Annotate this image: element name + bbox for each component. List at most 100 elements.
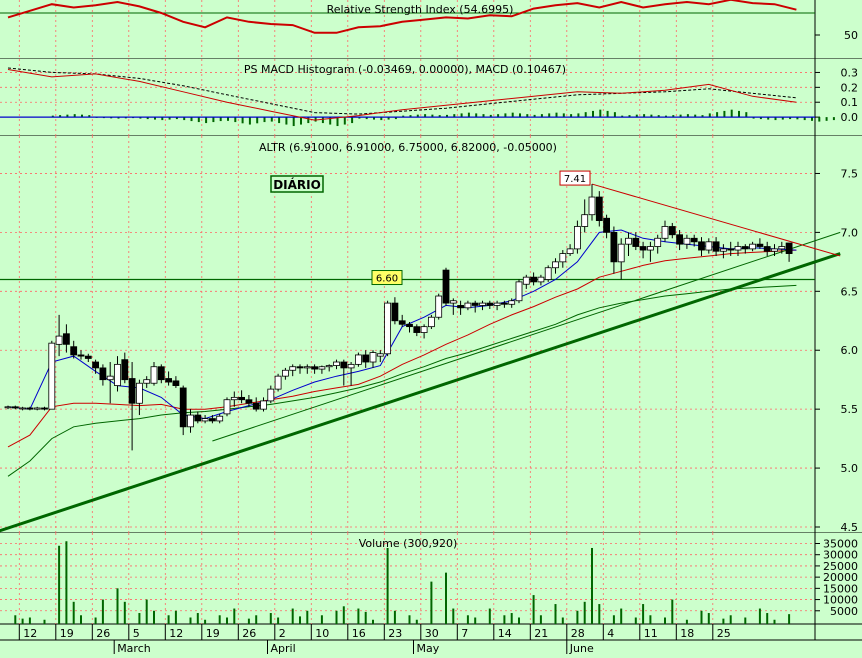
resistance-line [591, 183, 841, 257]
candle-body [150, 366, 158, 384]
day-tick-label: 23 [388, 627, 402, 640]
month-tick-label: May [417, 642, 440, 654]
timeframe-badge-box [270, 175, 324, 193]
candle-body [281, 369, 289, 377]
value-tick-label: 25000 [823, 560, 858, 573]
day-tick-label: 5 [133, 627, 140, 640]
candle-body [661, 226, 669, 239]
candle-body [668, 226, 676, 236]
candle-body [172, 380, 180, 386]
candle-body [245, 399, 253, 404]
day-tick-label: 26 [242, 627, 256, 640]
candle-body [479, 302, 486, 306]
candle-body [33, 407, 41, 410]
candle-body [486, 302, 494, 306]
candle-body [705, 241, 713, 251]
month-tick-label: March [117, 642, 151, 654]
day-tick-label: 12 [23, 627, 37, 640]
timeframe-badge: DIÁRIO [273, 177, 321, 192]
value-tick-label: 10000 [823, 594, 858, 607]
candle-body [201, 418, 209, 422]
candle-body [588, 196, 596, 216]
candle-body [70, 346, 78, 356]
candle-body [522, 276, 530, 285]
day-tick-label: 18 [680, 627, 694, 640]
candle-body [19, 407, 27, 410]
candle-body [369, 352, 377, 363]
candle-body [92, 361, 99, 369]
candle-body [493, 302, 501, 306]
candle-body [595, 196, 603, 221]
candle-body [296, 366, 304, 369]
candle-body [55, 335, 63, 345]
macd-title: PS MACD Histogram (-0.03469, 0.00000), M… [244, 63, 566, 76]
candle-body [238, 396, 246, 401]
candle-body [406, 323, 413, 328]
day-tick-label: 30 [425, 627, 439, 640]
candle-body [508, 300, 516, 305]
candle-body [340, 361, 348, 369]
day-tick-label: 25 [717, 627, 731, 640]
candle-body [727, 248, 735, 251]
candle-body [106, 375, 114, 381]
peak-label-box [559, 170, 591, 186]
value-tick-label: 5.5 [841, 403, 859, 416]
candle-body [11, 406, 19, 409]
candle-body [574, 226, 581, 250]
candle-body [471, 302, 479, 306]
candle-body [763, 246, 771, 252]
day-tick-label: 11 [644, 627, 658, 640]
candle-body [318, 366, 326, 370]
value-tick-label: 6.5 [841, 285, 859, 298]
candle-body [617, 243, 625, 263]
candle-body [135, 382, 143, 404]
horizontal-line-label-box [371, 270, 403, 286]
candle-body [559, 253, 567, 263]
day-tick-label: 21 [534, 627, 548, 640]
month-tick-label: April [271, 642, 296, 654]
horizontal-line-label: 6.60 [376, 274, 398, 285]
candle-body [500, 302, 508, 305]
value-tick-label: 0.3 [841, 66, 859, 79]
candle-body [143, 379, 151, 384]
price-title: ALTR (6.91000, 6.91000, 6.75000, 6.82000… [259, 141, 557, 154]
candle-body [347, 363, 355, 369]
panel-background-0 [0, 0, 862, 59]
value-tick-label: 30000 [823, 549, 858, 562]
candle-body [376, 353, 384, 357]
day-tick-label: 7 [461, 627, 468, 640]
candle-body [654, 237, 662, 247]
month-tick-label: June [569, 642, 594, 654]
value-tick-label: 50 [844, 29, 858, 42]
candle-body [398, 320, 406, 325]
candle-body [333, 361, 340, 366]
uptrend-line [0, 252, 841, 533]
candle-body [566, 248, 574, 254]
candle-body [610, 231, 618, 263]
candle-body [530, 276, 537, 283]
value-tick-label: 35000 [823, 537, 858, 550]
candle-body [515, 281, 523, 302]
candle-body [354, 354, 362, 365]
candle-body [384, 302, 392, 355]
candle-body [427, 316, 435, 328]
candle-body [720, 248, 727, 252]
macd-signal-line [7, 67, 797, 115]
candle-body [544, 267, 552, 280]
candle-body [442, 269, 450, 304]
candle-body [260, 400, 267, 410]
candle-body [698, 241, 705, 251]
candle-body [435, 295, 443, 318]
candle-body [420, 326, 428, 333]
volume-title: Volume (300,920) [359, 537, 457, 550]
candle-body [741, 246, 749, 250]
candle-body [391, 302, 399, 322]
candle-body [683, 237, 691, 245]
day-tick-label: 19 [60, 627, 74, 640]
candle-body [647, 246, 654, 251]
rsi-title: Relative Strength Index (54.6995) [327, 3, 514, 16]
candle-body [208, 418, 216, 422]
value-tick-label: 15000 [823, 582, 858, 595]
